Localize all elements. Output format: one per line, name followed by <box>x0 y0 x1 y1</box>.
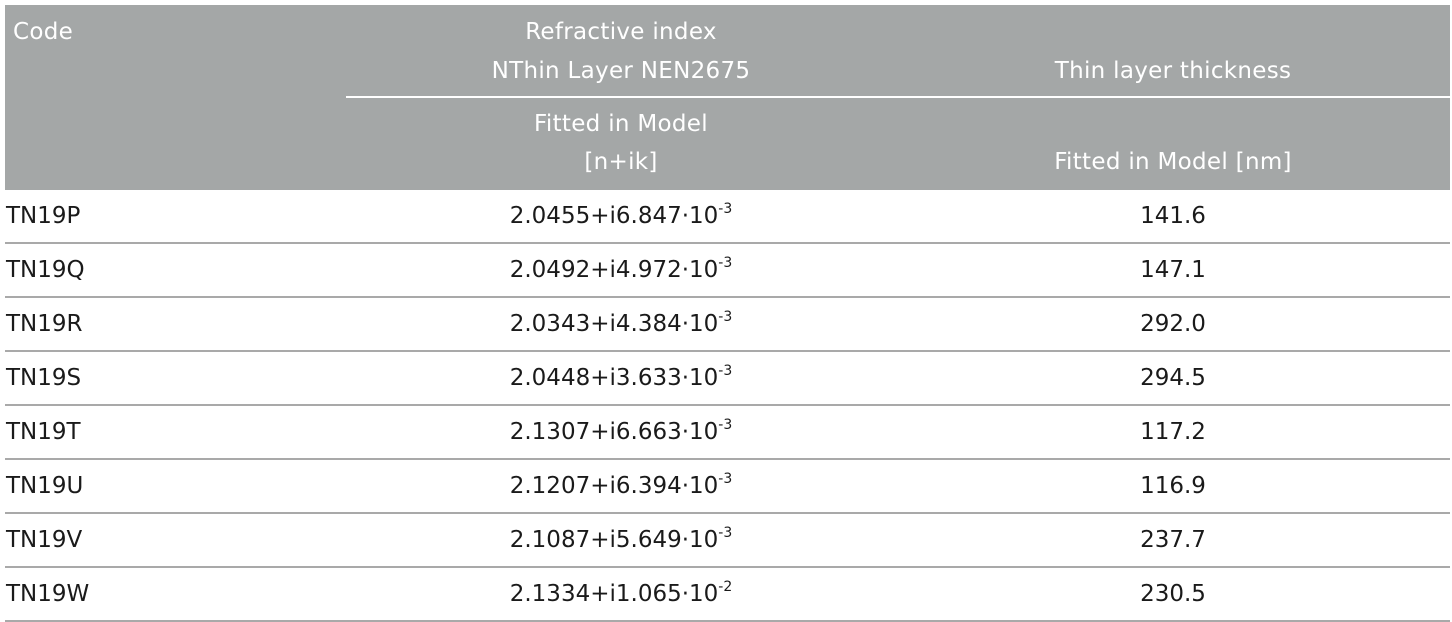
ri-base: 2.1207+i6.394·10 <box>509 473 719 499</box>
header-divider <box>346 96 1450 98</box>
ri-base: 2.0343+i4.384·10 <box>509 311 719 337</box>
ri-exponent: -2 <box>718 579 733 595</box>
ri-exponent: -3 <box>718 363 733 379</box>
table-row: TN19R 2.0343+i4.384·10-3 292.0 <box>5 298 1450 352</box>
table-header: Code Refractive index NThin Layer NEN267… <box>5 5 1450 190</box>
table-row: TN19U 2.1207+i6.394·10-3 116.9 <box>5 460 1450 514</box>
ri-exponent: -3 <box>718 417 733 433</box>
header-refractive-index-title: Refractive index <box>525 19 717 45</box>
cell-refractive-index: 2.0455+i6.847·10-3 <box>346 201 896 229</box>
cell-thickness: 294.5 <box>1140 365 1206 391</box>
header-refractive-index-fitted: Fitted in Model <box>534 111 708 137</box>
cell-refractive-index: 2.1334+i1.065·10-2 <box>346 579 896 607</box>
cell-thickness: 147.1 <box>1140 257 1206 283</box>
header-thin-layer-title: Thin layer thickness <box>1054 58 1292 84</box>
cell-refractive-index: 2.0343+i4.384·10-3 <box>346 309 896 337</box>
ri-base: 2.0492+i4.972·10 <box>509 257 719 283</box>
cell-refractive-index: 2.1207+i6.394·10-3 <box>346 471 896 499</box>
ri-exponent: -3 <box>718 255 733 271</box>
ri-exponent: -3 <box>718 471 733 487</box>
header-code: Code <box>13 19 74 45</box>
cell-thickness: 237.7 <box>1140 527 1206 553</box>
cell-code: TN19Q <box>6 257 85 283</box>
cell-code: TN19U <box>6 473 84 499</box>
table-row: TN19Q 2.0492+i4.972·10-3 147.1 <box>5 244 1450 298</box>
table-row: TN19S 2.0448+i3.633·10-3 294.5 <box>5 352 1450 406</box>
cell-refractive-index: 2.1307+i6.663·10-3 <box>346 417 896 445</box>
ri-exponent: -3 <box>718 525 733 541</box>
cell-thickness: 116.9 <box>1140 473 1206 499</box>
header-thin-layer-fitted: Fitted in Model [nm] <box>1054 149 1292 175</box>
cell-thickness: 292.0 <box>1140 311 1206 337</box>
table-row: TN19T 2.1307+i6.663·10-3 117.2 <box>5 406 1450 460</box>
cell-thickness: 117.2 <box>1140 419 1206 445</box>
cell-code: TN19V <box>6 527 83 553</box>
header-refractive-index-subtitle: NThin Layer NEN2675 <box>491 58 751 84</box>
ri-base: 2.1334+i1.065·10 <box>509 581 719 607</box>
cell-refractive-index: 2.0492+i4.972·10-3 <box>346 255 896 283</box>
cell-thickness: 230.5 <box>1140 581 1206 607</box>
cell-code: TN19W <box>6 581 90 607</box>
cell-refractive-index: 2.1087+i5.649·10-3 <box>346 525 896 553</box>
cell-code: TN19R <box>6 311 83 337</box>
cell-refractive-index: 2.0448+i3.633·10-3 <box>346 363 896 391</box>
results-table: Code Refractive index NThin Layer NEN267… <box>5 5 1450 622</box>
ri-base: 2.0448+i3.633·10 <box>509 365 719 391</box>
table-row: TN19P 2.0455+i6.847·10-3 141.6 <box>5 190 1450 244</box>
cell-thickness: 141.6 <box>1140 203 1206 229</box>
ri-base: 2.1307+i6.663·10 <box>509 419 719 445</box>
ri-exponent: -3 <box>718 201 733 217</box>
cell-code: TN19T <box>6 419 81 445</box>
cell-code: TN19S <box>6 365 82 391</box>
ri-base: 2.0455+i6.847·10 <box>509 203 719 229</box>
header-refractive-index-unit: [n+ik] <box>584 149 658 175</box>
ri-exponent: -3 <box>718 309 733 325</box>
table-row: TN19W 2.1334+i1.065·10-2 230.5 <box>5 568 1450 622</box>
table-row: TN19V 2.1087+i5.649·10-3 237.7 <box>5 514 1450 568</box>
ri-base: 2.1087+i5.649·10 <box>509 527 719 553</box>
table-body: TN19P 2.0455+i6.847·10-3 141.6 TN19Q 2.0… <box>5 190 1450 622</box>
cell-code: TN19P <box>6 203 81 229</box>
